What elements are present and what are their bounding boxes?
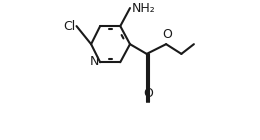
Text: NH₂: NH₂ — [131, 2, 155, 15]
Text: O: O — [162, 28, 172, 41]
Text: N: N — [90, 55, 99, 68]
Text: Cl: Cl — [64, 20, 76, 33]
Text: O: O — [143, 87, 153, 100]
